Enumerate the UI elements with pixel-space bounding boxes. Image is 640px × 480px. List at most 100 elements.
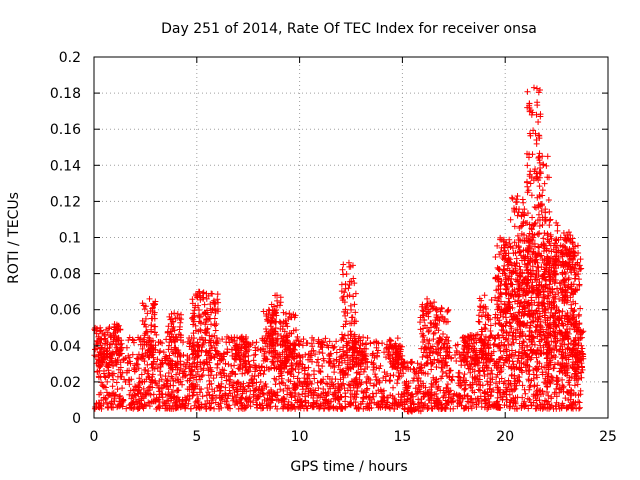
x-tick-label: 0 <box>90 429 99 445</box>
data-point <box>277 386 284 393</box>
data-point <box>569 353 576 360</box>
data-point <box>504 244 511 251</box>
data-point <box>508 194 515 201</box>
data-point <box>337 393 344 400</box>
data-point <box>534 99 541 106</box>
data-point <box>340 335 347 342</box>
data-point <box>152 397 159 404</box>
data-point <box>258 405 265 412</box>
data-point <box>552 277 559 284</box>
data-point <box>510 361 517 368</box>
data-point <box>467 354 474 361</box>
data-point <box>551 354 558 361</box>
data-point <box>462 404 469 411</box>
data-point <box>379 401 386 408</box>
data-point <box>206 332 213 339</box>
data-point <box>327 404 334 411</box>
data-point <box>560 288 567 295</box>
data-point <box>525 187 532 194</box>
data-point <box>572 368 579 375</box>
data-point <box>292 342 299 349</box>
data-point <box>547 332 554 339</box>
data-point <box>562 244 569 251</box>
data-point <box>524 260 531 267</box>
data-point <box>534 291 541 298</box>
data-point <box>121 376 128 383</box>
data-point <box>565 362 572 369</box>
data-point <box>156 388 163 395</box>
data-point <box>331 369 338 376</box>
data-point <box>529 349 536 356</box>
data-point <box>536 281 543 288</box>
data-point <box>326 359 333 366</box>
data-point <box>449 398 456 405</box>
data-point <box>430 330 437 337</box>
data-point <box>563 251 570 258</box>
data-point <box>342 371 349 378</box>
data-point <box>127 360 134 367</box>
data-point <box>544 329 551 336</box>
data-point <box>520 199 527 206</box>
data-point <box>561 341 568 348</box>
data-point <box>487 356 494 363</box>
data-point <box>350 293 357 300</box>
data-point <box>568 373 575 380</box>
data-point <box>449 395 456 402</box>
data-point <box>203 405 210 412</box>
data-point <box>343 318 350 325</box>
data-point <box>342 403 349 410</box>
data-point <box>190 335 197 342</box>
data-point <box>105 364 112 371</box>
data-point <box>324 390 331 397</box>
data-point <box>574 347 581 354</box>
data-point <box>533 324 540 331</box>
data-point <box>457 399 464 406</box>
data-point <box>198 347 205 354</box>
data-point <box>279 323 286 330</box>
data-point <box>567 294 574 301</box>
data-point <box>240 336 247 343</box>
data-point <box>102 354 109 361</box>
data-point <box>525 376 532 383</box>
data-point <box>494 332 501 339</box>
data-point <box>427 360 434 367</box>
data-point <box>498 394 505 401</box>
data-point <box>437 387 444 394</box>
data-point <box>518 402 525 409</box>
data-point <box>344 349 351 356</box>
data-point <box>571 326 578 333</box>
data-point <box>158 361 165 368</box>
data-point <box>129 399 136 406</box>
data-point <box>492 380 499 387</box>
data-point <box>149 364 156 371</box>
data-point <box>363 387 370 394</box>
data-point <box>169 389 176 396</box>
data-point <box>117 373 124 380</box>
data-point <box>539 401 546 408</box>
data-point <box>134 361 141 368</box>
data-point <box>337 366 344 373</box>
data-point <box>466 345 473 352</box>
data-point <box>550 377 557 384</box>
data-point <box>524 183 531 190</box>
data-point <box>533 85 540 92</box>
data-point <box>535 153 542 160</box>
data-point <box>162 373 169 380</box>
data-point <box>408 404 415 411</box>
data-point <box>480 368 487 375</box>
data-point <box>266 392 273 399</box>
data-point <box>465 346 472 353</box>
data-point <box>577 330 584 337</box>
data-point <box>291 380 298 387</box>
data-point <box>514 192 521 199</box>
data-point <box>562 276 569 283</box>
data-point <box>295 369 302 376</box>
data-point <box>229 397 236 404</box>
data-point <box>503 402 510 409</box>
data-point <box>220 356 227 363</box>
data-point <box>542 217 549 224</box>
data-point <box>154 356 161 363</box>
data-point <box>296 341 303 348</box>
data-point <box>492 275 499 282</box>
data-point <box>101 368 108 375</box>
